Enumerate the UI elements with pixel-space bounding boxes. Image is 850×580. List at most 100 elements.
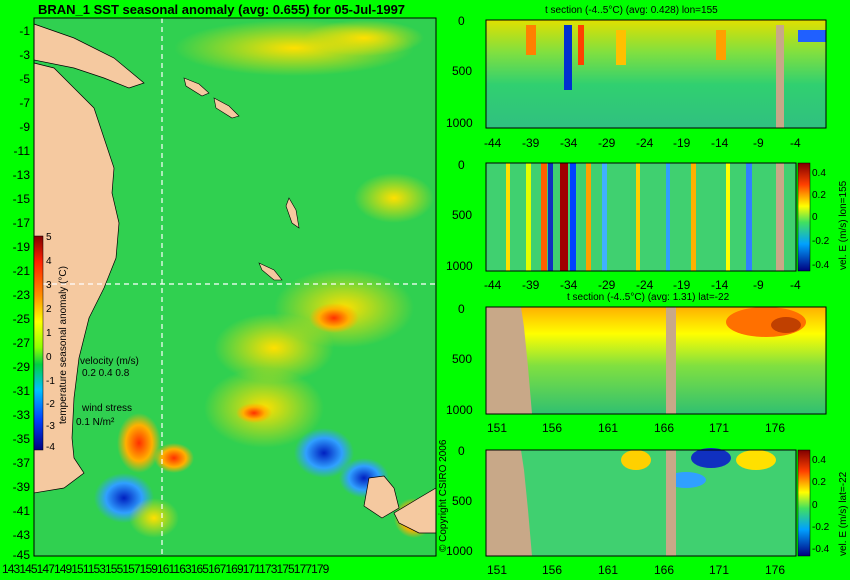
panel3-y-tick: 500 [452,352,473,366]
panel1-x-tick: -4 [790,136,801,150]
map-colorbar-tick: -4 [46,442,55,453]
velocity-legend-values: 0.2 0.4 0.8 [82,368,130,379]
panel2-colorbar-tick: 0 [812,212,818,223]
sst-anomaly-map [33,17,437,557]
map-colorbar-tick: 2 [46,304,52,315]
panel3-title: t section (-4..5°C) (avg: 1.31) lat=-22 [567,292,730,303]
panel3-x-tick: 171 [709,421,730,435]
panel2-velocity-section [485,162,797,272]
panel1-y-tick: 500 [452,64,473,78]
panel4-colorbar-label: vel. E (m/s) lat=-22 [838,471,849,556]
panel1-title: t section (-4..5°C) (avg: 0.428) lon=155 [545,5,718,16]
panel4-colorbar-tick: -0.4 [812,544,830,555]
panel3-x-tick: 176 [765,421,786,435]
map-colorbar [33,235,44,451]
panel2-x-tick: -9 [753,278,764,292]
wind-legend-value: 0.1 N/m² [76,417,115,428]
panel4-colorbar-tick: -0.2 [812,522,830,533]
map-y-tick: -3 [19,48,30,62]
map-colorbar-tick: -2 [46,399,55,410]
map-y-tick: -25 [12,312,30,326]
panel1-x-tick: -9 [753,136,764,150]
wind-legend-label: wind stress [82,403,133,414]
map-colorbar-tick: 4 [46,256,52,267]
map-y-tick: -31 [12,384,30,398]
panel2-x-tick: -24 [636,278,654,292]
map-y-tick: -29 [12,360,30,374]
map-y-tick: -13 [12,168,30,182]
panel4-x-tick: 156 [542,563,563,577]
map-y-tick: -27 [12,336,30,350]
map-y-tick: -45 [12,548,30,562]
panel1-temperature-section [485,19,827,129]
map-colorbar-label: temperature seasonal anomaly (°C) [58,266,69,424]
panel2-y-tick: 0 [458,158,465,172]
panel4-x-tick: 176 [765,563,786,577]
panel4-x-tick: 166 [654,563,675,577]
panel4-y-tick: 0 [458,444,465,458]
map-y-tick: -17 [12,216,30,230]
map-colorbar-tick: -1 [46,376,55,387]
panel2-colorbar [797,162,811,272]
map-y-tick: -33 [12,408,30,422]
map-colorbar-tick: 3 [46,280,52,291]
map-y-tick: -1 [19,24,30,38]
panel4-x-tick: 171 [709,563,730,577]
panel2-colorbar-tick: -0.4 [812,260,830,271]
panel4-y-tick: 1000 [446,544,473,558]
panel4-velocity-section [485,448,797,557]
map-title: BRAN_1 SST seasonal anomaly (avg: 0.655)… [38,2,406,17]
panel1-x-tick: -24 [636,136,654,150]
map-y-axis: -1 -3 -5 -7 -9 -11 -13 -15 -17 -19 -21 -… [0,18,32,562]
map-y-tick: -19 [12,240,30,254]
panel2-x-tick: -4 [790,278,801,292]
map-y-tick: -15 [12,192,30,206]
panel2-x-tick: -29 [598,278,616,292]
panel2-y-tick: 1000 [446,259,473,273]
map-y-tick: -21 [12,264,30,278]
panel3-y-tick: 1000 [446,403,473,417]
map-y-tick: -35 [12,432,30,446]
map-y-tick: -23 [12,288,30,302]
panel2-colorbar-tick: 0.4 [812,168,826,179]
map-y-tick: -41 [12,504,30,518]
map-y-tick: -39 [12,480,30,494]
panel3-x-tick: 151 [487,421,508,435]
panel2-y-tick: 500 [452,208,473,222]
panel4-colorbar [797,449,811,557]
panel2-x-tick: -34 [560,278,578,292]
panel4-colorbar-tick: 0 [812,500,818,511]
panel3-x-tick: 161 [598,421,619,435]
panel1-x-tick: -39 [522,136,540,150]
map-y-tick: -9 [19,120,30,134]
map-y-tick: -43 [12,528,30,542]
panel4-x-tick: 151 [487,563,508,577]
panel1-x-tick: -19 [673,136,691,150]
panel4-colorbar-tick: 0.2 [812,477,826,488]
panel2-x-tick: -44 [484,278,502,292]
panel1-y-tick: 1000 [446,116,473,130]
panel4-y-tick: 500 [452,494,473,508]
panel1-x-tick: -44 [484,136,502,150]
map-colorbar-tick: -3 [46,421,55,432]
map-x-tick-labels: 1431451471491511531551571591611631651671… [2,562,329,576]
panel1-x-tick: -29 [598,136,616,150]
panel2-colorbar-tick: -0.2 [812,236,830,247]
map-colorbar-tick: 5 [46,232,52,243]
velocity-legend-title: velocity (m/s) [80,356,139,367]
panel3-x-tick: 166 [654,421,675,435]
panel2-x-tick: -19 [673,278,691,292]
map-colorbar-tick: 0 [46,352,52,363]
panel4-colorbar-tick: 0.4 [812,455,826,466]
panel3-temperature-section [485,306,827,415]
panel4-x-tick: 161 [598,563,619,577]
map-y-tick: -7 [19,96,30,110]
panel1-x-tick: -34 [560,136,578,150]
map-y-tick: -5 [19,72,30,86]
panel3-x-tick: 156 [542,421,563,435]
copyright-text: © Copyright CSIRO 2006 [438,439,449,552]
panel1-x-tick: -14 [711,136,729,150]
panel2-colorbar-label: vel. E (m/s) lon=155 [838,180,849,270]
map-colorbar-tick: 1 [46,328,52,339]
panel1-y-tick: 0 [458,14,465,28]
